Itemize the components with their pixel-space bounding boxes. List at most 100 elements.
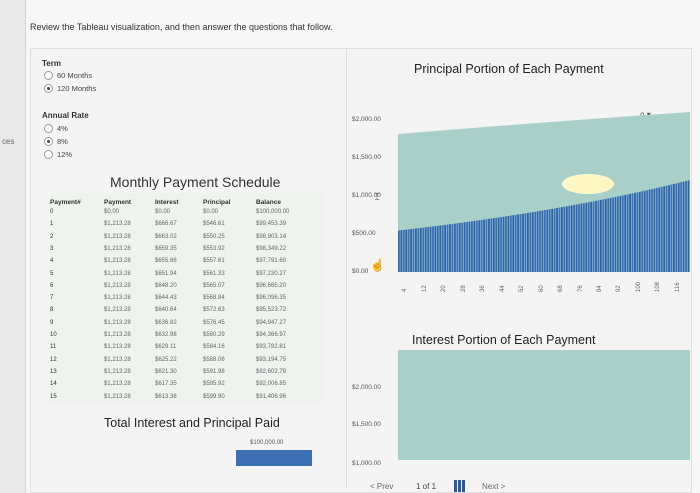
principal-bar [565,206,568,272]
principal-bar [534,211,537,272]
principal-bar [441,225,444,272]
x-tick-label: 36 [480,285,487,292]
grid-icon[interactable] [454,480,466,492]
principal-bar [432,226,434,272]
x-tick-label: 20 [441,285,448,292]
principal-bar [439,225,442,272]
principal-bar [524,213,527,272]
term-option-60[interactable]: 60 Months [44,71,92,80]
rate-option-12[interactable]: 12% [44,150,72,159]
x-tick-label: 68 [558,285,565,292]
dashboard-divider [346,48,347,488]
table-cell: $655.66 [155,258,177,265]
principal-bar [507,215,510,272]
principal-bar [529,212,532,272]
table-cell: 6 [50,282,54,289]
principal-bar [668,185,670,272]
term-option-120[interactable]: 120 Months [44,84,96,93]
principal-bar [578,204,580,272]
table-cell: $557.61 [203,258,225,265]
table-cell: $553.92 [203,245,225,252]
chevron-down-icon[interactable]: ρ ▾ [640,110,651,119]
x-tick-label: 84 [596,285,603,292]
table-cell: $98,349.22 [256,245,287,252]
principal-bar [619,195,622,272]
table-cell: 10 [50,332,57,338]
rate-option-label: 8% [57,137,68,146]
principal-chart[interactable] [398,80,690,300]
table-cell: $96,665.20 [256,282,287,289]
principal-bar [417,228,420,272]
principal-bar [665,185,668,272]
table-cell: 15 [50,393,57,400]
principal-bar [585,202,588,272]
principal-bar [575,204,578,272]
next-button[interactable]: Next > [482,482,506,491]
x-tick-label: 108 [655,281,662,292]
principal-bar [609,197,612,272]
table-cell: $651.94 [155,270,177,277]
principal-bar [631,193,634,272]
principal-bar [682,181,685,272]
rate-option-4[interactable]: 4% [44,124,68,133]
table-cell: 14 [50,381,57,388]
y-tick-label: $2,000.00 [352,384,381,391]
principal-bar [568,205,571,272]
principal-bar [653,188,656,272]
principal-bar [587,202,590,272]
principal-bar [539,210,541,272]
table-cell: 3 [50,245,54,252]
table-cell: $546.61 [203,221,225,228]
x-tick-label: 12 [421,285,428,292]
prev-button[interactable]: < Prev [370,482,394,491]
table-header: Payment [104,199,132,206]
table-cell: $632.98 [155,332,177,338]
table-cell: $1,213.28 [104,295,131,302]
principal-bar [604,198,607,272]
x-tick-label: 92 [616,285,623,292]
interest-chart[interactable] [398,350,690,460]
table-cell: $663.02 [155,233,177,240]
x-tick-label: 44 [499,285,506,292]
table-cell: $94,366.97 [256,332,287,338]
principal-bar [655,187,658,272]
table-header: Balance [256,199,281,206]
principal-bar [509,215,512,272]
principal-bar [402,229,405,272]
table-cell: $636.82 [155,319,177,326]
principal-bar [512,215,515,272]
principal-bar [436,225,439,272]
table-cell: $580.29 [203,332,225,338]
total-bar[interactable] [236,450,312,466]
principal-bar [478,220,481,272]
principal-bar [602,199,605,272]
principal-bar [466,221,468,272]
instructions-text: Review the Tableau visualization, and th… [30,22,333,32]
table-cell: $1,213.28 [104,319,131,326]
term-option-label: 120 Months [57,84,97,93]
table-cell: 11 [50,344,57,351]
table-cell: $595.92 [203,381,225,388]
table-cell: $648.20 [155,282,177,289]
rate-option-8[interactable]: 8% [44,137,68,146]
table-cell: 4 [50,258,54,265]
table-cell: $1,213.28 [104,221,131,228]
principal-bar [422,227,425,272]
principal-bar [582,203,585,272]
principal-bar [646,190,649,272]
principal-bar [405,229,408,272]
principal-bar [531,212,534,272]
table-cell: $100,000.00 [256,209,290,215]
x-tick-label: 60 [538,285,545,292]
principal-bar [675,183,678,272]
principal-bar [424,227,427,272]
principal-bar [526,212,529,272]
y-tick-label: $500.00 [352,230,376,237]
principal-bar [570,205,573,272]
principal-bar [412,228,415,272]
principal-bar [541,210,544,272]
y-tick-label: $2,000.00 [352,116,381,123]
table-cell: 8 [50,307,54,314]
table-cell: $97,230.27 [256,270,287,277]
table-cell: $93,782.81 [256,344,287,351]
